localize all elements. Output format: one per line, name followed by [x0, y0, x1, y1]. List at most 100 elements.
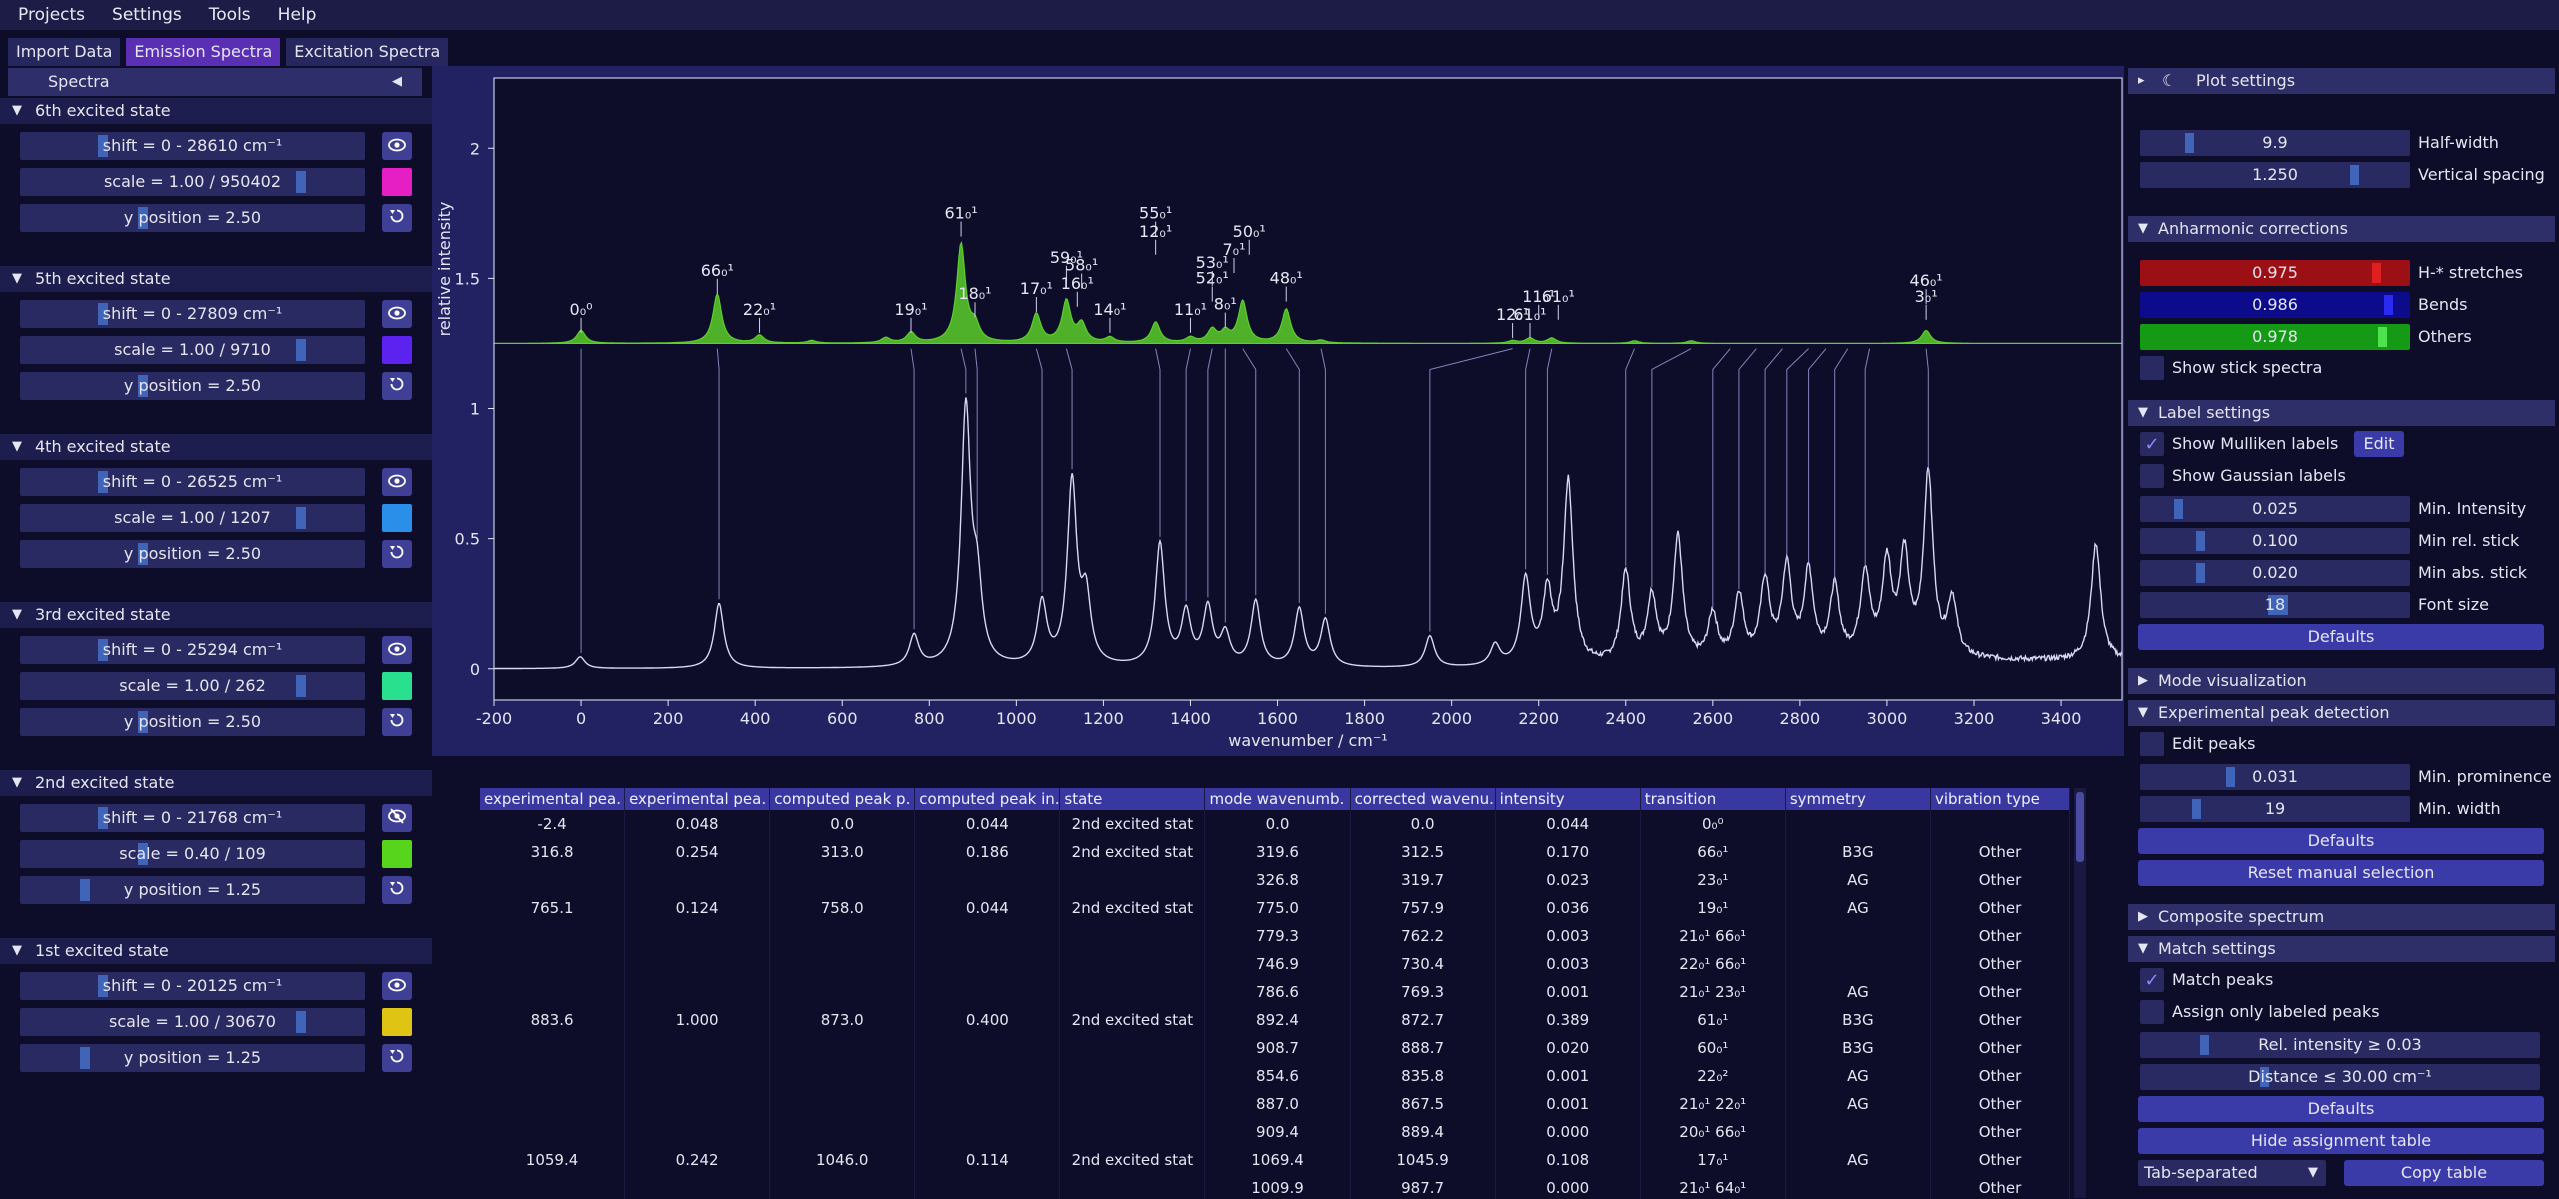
- color-swatch[interactable]: [382, 336, 412, 364]
- min-intensity-slider[interactable]: 0.025: [2140, 496, 2410, 522]
- shift-slider[interactable]: shift = 0 - 26525 cm⁻¹: [20, 468, 365, 496]
- show-stick-checkbox[interactable]: [2140, 356, 2164, 380]
- color-swatch[interactable]: [382, 504, 412, 532]
- table-row[interactable]: 326.8 319.7 0.023 23₀¹ AG Other: [480, 866, 2071, 894]
- state-header[interactable]: ▼ 5th excited state: [0, 266, 432, 292]
- shift-slider[interactable]: shift = 0 - 28610 cm⁻¹: [20, 132, 365, 160]
- table-row[interactable]: 908.7 888.7 0.020 60₀¹ B3G Other: [480, 1034, 2071, 1062]
- column-header[interactable]: mode wavenumb.: [1205, 788, 1351, 810]
- shift-slider[interactable]: shift = 0 - 21768 cm⁻¹: [20, 804, 365, 832]
- visibility-toggle[interactable]: [382, 804, 412, 832]
- collapse-left-icon[interactable]: ◀: [392, 74, 402, 89]
- font-size-slider[interactable]: 18: [2140, 592, 2410, 618]
- menu-projects[interactable]: Projects: [18, 5, 86, 25]
- spectra-header[interactable]: Spectra ◀: [8, 68, 422, 96]
- table-row[interactable]: 786.6 769.3 0.001 21₀¹ 23₀¹ AG Other: [480, 978, 2071, 1006]
- separator-dropdown[interactable]: Tab-separated ▼: [2138, 1160, 2326, 1186]
- tab-emission-spectra[interactable]: Emission Spectra: [126, 38, 281, 66]
- column-header[interactable]: intensity: [1496, 788, 1641, 810]
- table-row[interactable]: 883.6 1.000 873.0 0.400 2nd excited stat 892.…: [480, 1006, 2071, 1034]
- column-header[interactable]: vibration type: [1931, 788, 2071, 810]
- min-abs-stick-slider[interactable]: 0.020: [2140, 560, 2410, 586]
- color-swatch[interactable]: [382, 672, 412, 700]
- y-position-slider[interactable]: y position = 1.25: [20, 876, 365, 904]
- column-header[interactable]: state: [1060, 788, 1206, 810]
- state-header[interactable]: ▼ 1st excited state: [0, 938, 432, 964]
- match-settings-header[interactable]: ▼ Match settings: [2128, 936, 2555, 962]
- vertical-spacing-slider[interactable]: 1.250: [2140, 162, 2410, 188]
- assign-only-checkbox[interactable]: [2140, 1000, 2164, 1024]
- menu-tools[interactable]: Tools: [208, 5, 251, 25]
- scale-slider[interactable]: scale = 1.00 / 262: [20, 672, 365, 700]
- others-slider[interactable]: 0.978: [2140, 324, 2410, 350]
- reset-button[interactable]: [382, 204, 412, 232]
- menu-help[interactable]: Help: [277, 5, 317, 25]
- distance-slider[interactable]: Distance ≤ 30.00 cm⁻¹: [2140, 1064, 2540, 1090]
- visibility-toggle[interactable]: [382, 300, 412, 328]
- visibility-toggle[interactable]: [382, 636, 412, 664]
- column-header[interactable]: computed peak in.: [915, 788, 1061, 810]
- column-header[interactable]: experimental pea.: [625, 788, 771, 810]
- show-mulliken-checkbox[interactable]: ✓: [2140, 432, 2164, 456]
- scale-slider[interactable]: scale = 1.00 / 9710: [20, 336, 365, 364]
- reset-button[interactable]: [382, 708, 412, 736]
- state-header[interactable]: ▼ 6th excited state: [0, 98, 432, 124]
- color-swatch[interactable]: [382, 840, 412, 868]
- min-width-slider[interactable]: 19: [2140, 796, 2410, 822]
- hide-table-button[interactable]: Hide assignment table: [2138, 1128, 2544, 1154]
- label-defaults-button[interactable]: Defaults: [2138, 624, 2544, 650]
- menu-settings[interactable]: Settings: [112, 5, 182, 25]
- y-position-slider[interactable]: y position = 2.50: [20, 540, 365, 568]
- copy-table-button[interactable]: Copy table: [2344, 1160, 2544, 1186]
- column-header[interactable]: experimental pea.: [480, 788, 626, 810]
- moon-icon[interactable]: ☾: [2162, 71, 2177, 90]
- composite-header[interactable]: ▶ Composite spectrum: [2128, 904, 2555, 930]
- column-header[interactable]: transition: [1641, 788, 1786, 810]
- y-position-slider[interactable]: y position = 1.25: [20, 1044, 365, 1072]
- bends-slider[interactable]: 0.986: [2140, 292, 2410, 318]
- scale-slider[interactable]: scale = 1.00 / 950402: [20, 168, 365, 196]
- state-header[interactable]: ▼ 4th excited state: [0, 434, 432, 460]
- table-row[interactable]: 854.6 835.8 0.001 22₀² AG Other: [480, 1062, 2071, 1090]
- anharmonic-header[interactable]: ▼ Anharmonic corrections: [2128, 216, 2555, 242]
- y-position-slider[interactable]: y position = 2.50: [20, 204, 365, 232]
- peak-defaults-button[interactable]: Defaults: [2138, 828, 2544, 854]
- spectrum-plot[interactable]: 0₀⁰ 66₀¹ 22₀¹ 19₀¹ 61₀¹ 18₀¹ 17₀¹ 59₀¹ 58₀¹ 16₀¹ 1…: [432, 66, 2124, 756]
- reset-button[interactable]: [382, 372, 412, 400]
- match-peaks-checkbox[interactable]: ✓: [2140, 968, 2164, 992]
- scrollbar-thumb[interactable]: [2076, 792, 2084, 862]
- column-header[interactable]: symmetry: [1786, 788, 1931, 810]
- match-defaults-button[interactable]: Defaults: [2138, 1096, 2544, 1122]
- state-header[interactable]: ▼ 2nd excited state: [0, 770, 432, 796]
- shift-slider[interactable]: shift = 0 - 25294 cm⁻¹: [20, 636, 365, 664]
- stretches-slider[interactable]: 0.975: [2140, 260, 2410, 286]
- scale-slider[interactable]: scale = 1.00 / 1207: [20, 504, 365, 532]
- edit-peaks-checkbox[interactable]: [2140, 732, 2164, 756]
- min-rel-stick-slider[interactable]: 0.100: [2140, 528, 2410, 554]
- rel-intensity-slider[interactable]: Rel. intensity ≥ 0.03: [2140, 1032, 2540, 1058]
- reset-button[interactable]: [382, 876, 412, 904]
- tab-import-data[interactable]: Import Data: [8, 38, 121, 66]
- min-prominence-slider[interactable]: 0.031: [2140, 764, 2410, 790]
- shift-slider[interactable]: shift = 0 - 20125 cm⁻¹: [20, 972, 365, 1000]
- reset-manual-button[interactable]: Reset manual selection: [2138, 860, 2544, 886]
- scale-slider[interactable]: scale = 1.00 / 30670: [20, 1008, 365, 1036]
- plot-axes-background[interactable]: [494, 78, 2122, 700]
- table-row[interactable]: 779.3 762.2 0.003 21₀¹ 66₀¹ Other: [480, 922, 2071, 950]
- table-row[interactable]: 887.0 867.5 0.001 21₀¹ 22₀¹ AG Other: [480, 1090, 2071, 1118]
- label-settings-header[interactable]: ▼ Label settings: [2128, 400, 2555, 426]
- table-scrollbar[interactable]: [2074, 788, 2086, 1198]
- y-position-slider[interactable]: y position = 2.50: [20, 372, 365, 400]
- exp-peak-header[interactable]: ▼ Experimental peak detection: [2128, 700, 2555, 726]
- show-gaussian-checkbox[interactable]: [2140, 464, 2164, 488]
- color-swatch[interactable]: [382, 1008, 412, 1036]
- table-row[interactable]: 1009.9 987.7 0.000 21₀¹ 64₀¹ Other: [480, 1174, 2071, 1199]
- tab-excitation-spectra[interactable]: Excitation Spectra: [286, 38, 449, 66]
- column-header[interactable]: computed peak p.: [770, 788, 916, 810]
- scale-slider[interactable]: scale = 0.40 / 109: [20, 840, 365, 868]
- table-row[interactable]: 765.1 0.124 758.0 0.044 2nd excited stat 775.…: [480, 894, 2071, 922]
- reset-button[interactable]: [382, 1044, 412, 1072]
- visibility-toggle[interactable]: [382, 972, 412, 1000]
- visibility-toggle[interactable]: [382, 468, 412, 496]
